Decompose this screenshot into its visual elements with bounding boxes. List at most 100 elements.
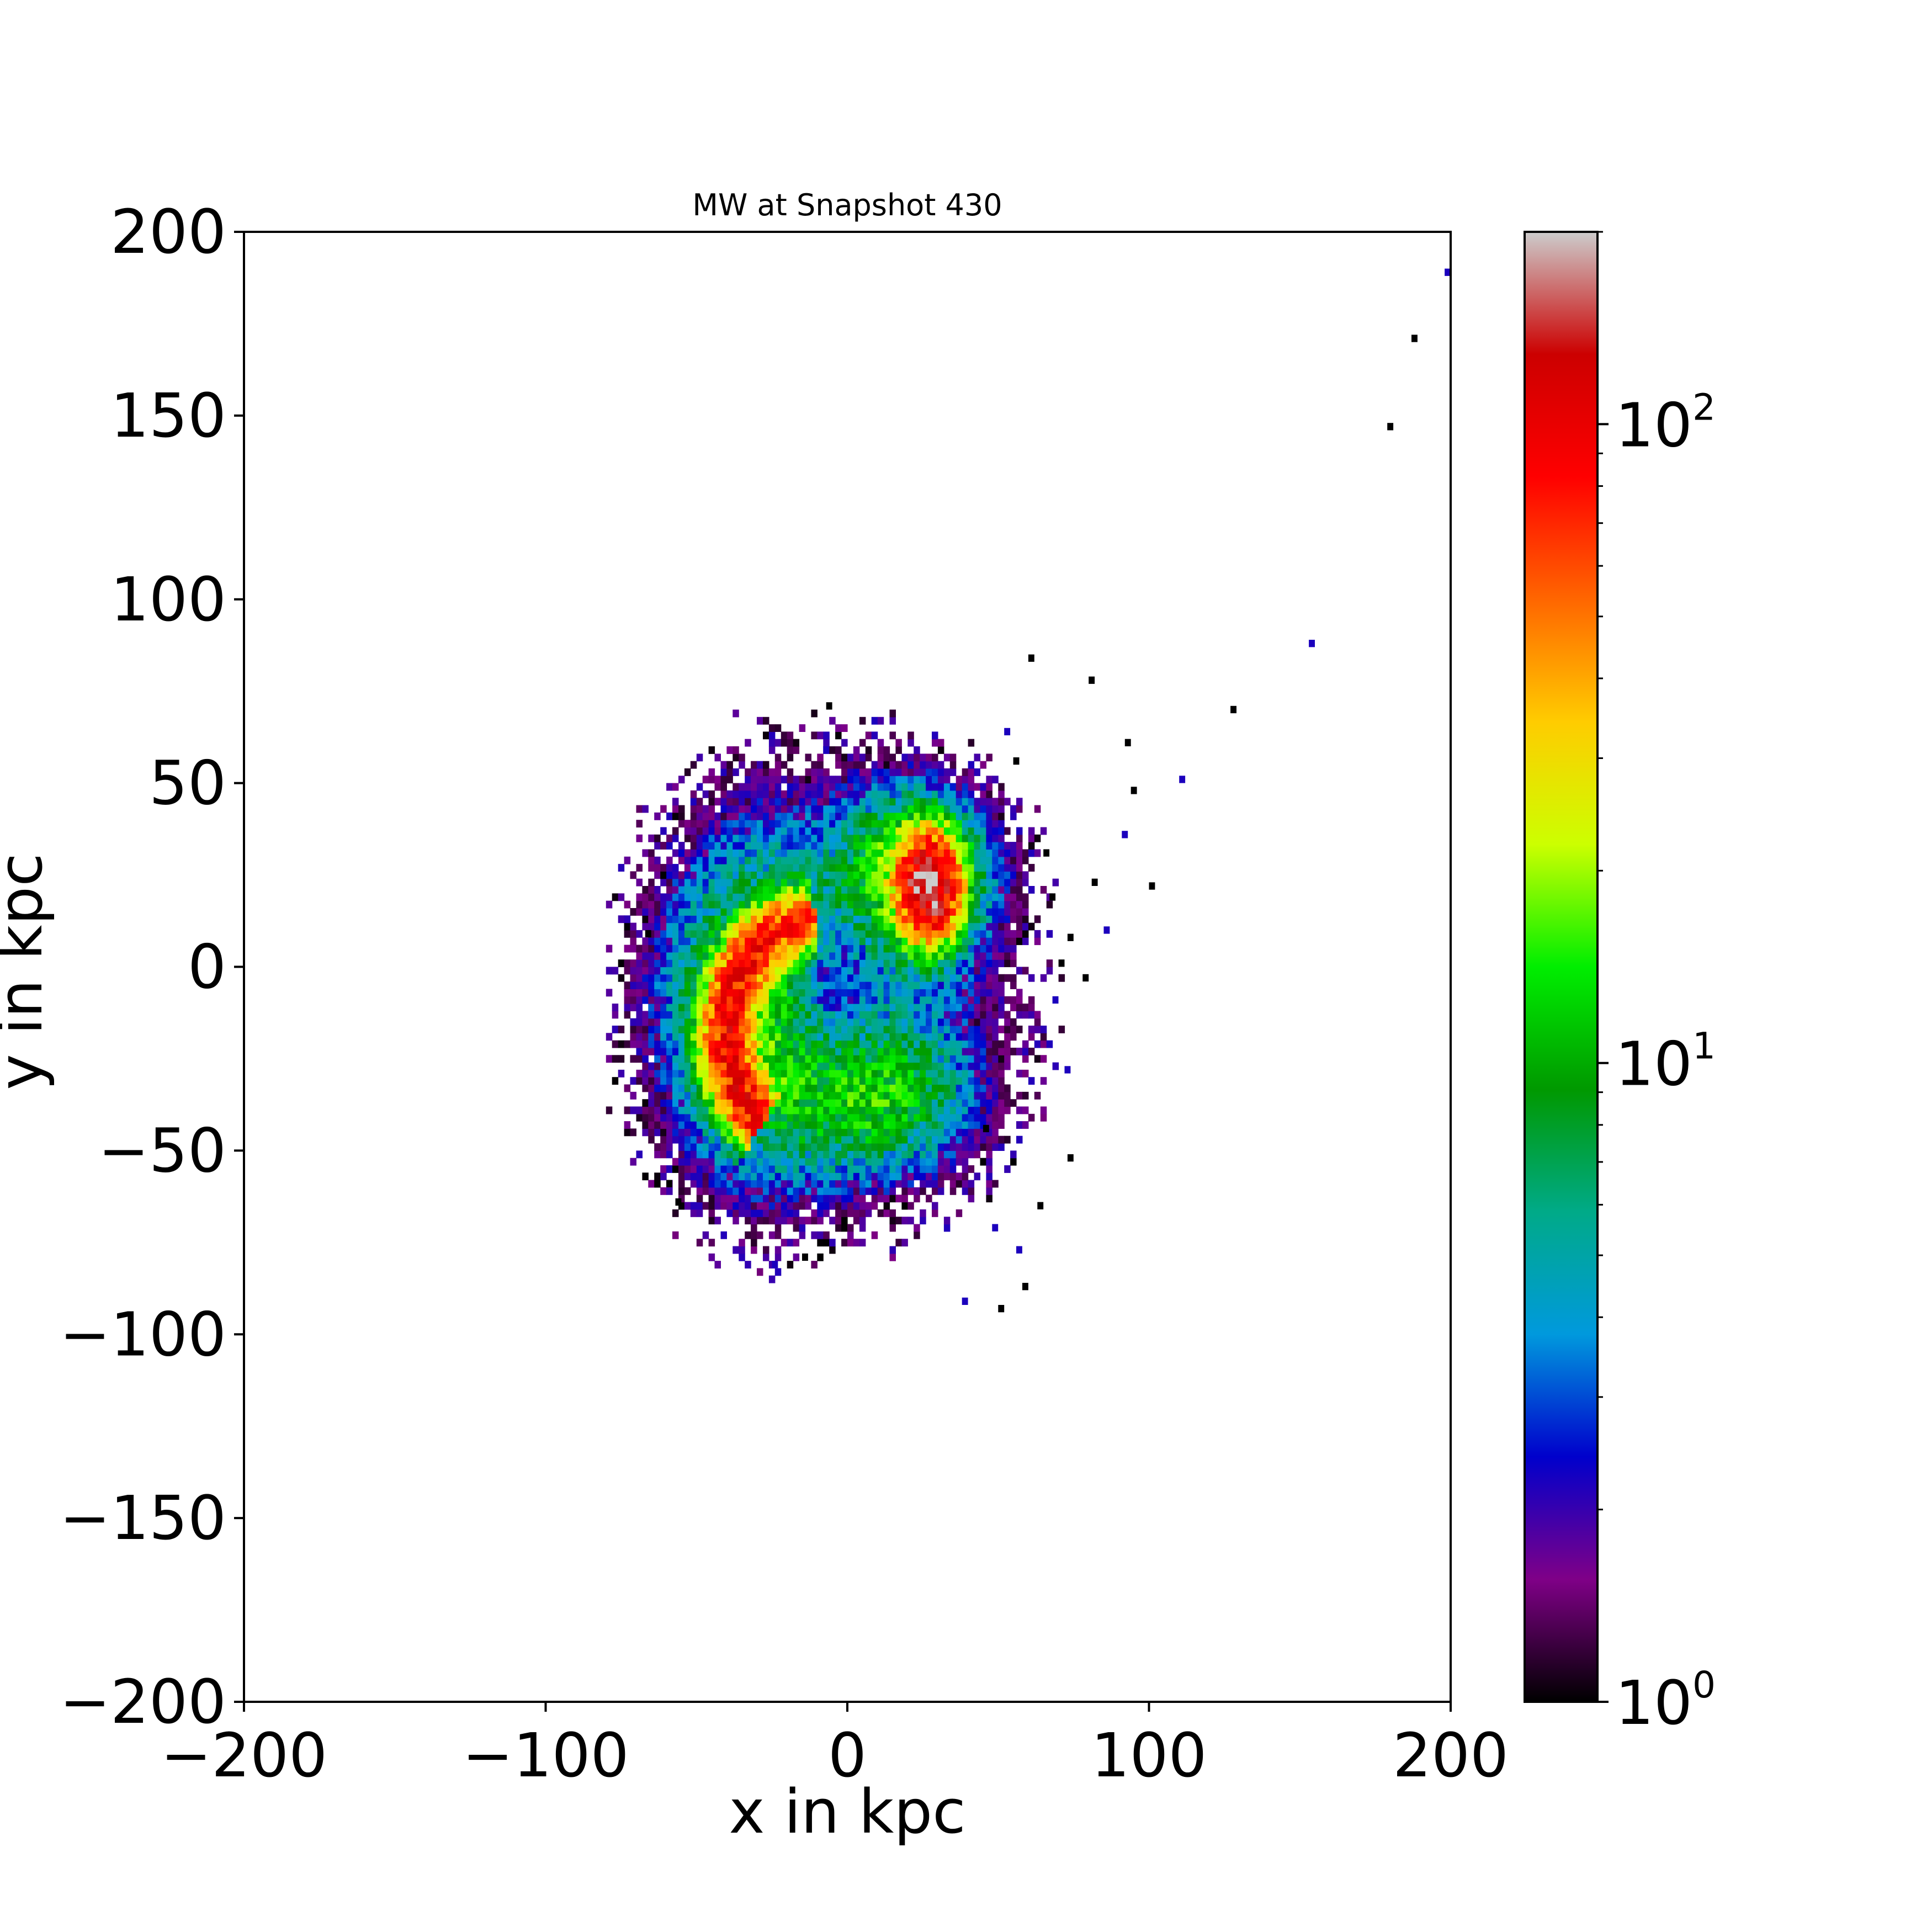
heatmap-cell [720, 1128, 727, 1137]
heatmap-cell [901, 967, 908, 975]
heatmap-cell [877, 805, 884, 813]
heatmap-cell [883, 1195, 890, 1203]
heatmap-cell [630, 959, 636, 968]
heatmap-cell [974, 842, 980, 850]
heatmap-cell [751, 1040, 757, 1048]
heatmap-cell [932, 820, 938, 828]
heatmap-cell [871, 834, 878, 842]
heatmap-cell [937, 739, 944, 747]
heatmap-cell [986, 1077, 992, 1085]
heatmap-cell [907, 1187, 914, 1195]
heatmap-cell [763, 944, 769, 953]
heatmap-cell [702, 1187, 709, 1195]
heatmap-cell [793, 820, 800, 828]
heatmap-cell [992, 871, 999, 879]
heatmap-cell [914, 1106, 920, 1114]
heatmap-cell [636, 1048, 643, 1055]
heatmap-cell [702, 900, 709, 909]
heatmap-cell [745, 1180, 751, 1188]
heatmap-cell [835, 1187, 842, 1195]
heatmap-cell [865, 967, 872, 975]
heatmap-cell [829, 930, 836, 938]
heatmap-cell [859, 776, 866, 784]
heatmap-cell [871, 1055, 878, 1063]
heatmap-cell [751, 1099, 757, 1107]
heatmap-cell [823, 908, 830, 916]
heatmap-cell [793, 746, 800, 754]
heatmap-cell [835, 1180, 842, 1188]
heatmap-cell [702, 974, 709, 982]
heatmap-cell [763, 1158, 769, 1166]
heatmap-cell [720, 1040, 727, 1048]
heatmap-cell [949, 1084, 957, 1092]
heatmap-cell [751, 871, 757, 879]
heatmap-cell [871, 1180, 878, 1188]
heatmap-cell [956, 812, 963, 820]
heatmap-cell [714, 1180, 721, 1188]
heatmap-cell [907, 1062, 914, 1070]
heatmap-cell [920, 1113, 926, 1122]
heatmap-cell [853, 1033, 860, 1041]
heatmap-cell [774, 981, 782, 989]
heatmap-cell [714, 1113, 721, 1122]
heatmap-cell [1022, 967, 1029, 975]
heatmap-cell [920, 1026, 926, 1033]
heatmap-cell [811, 731, 818, 740]
heatmap-cell [678, 981, 685, 989]
heatmap-cell [733, 856, 739, 864]
heatmap-cell [678, 1062, 685, 1070]
heatmap-cell [853, 864, 860, 872]
heatmap-cell [793, 1143, 800, 1151]
heatmap-cell [968, 1069, 975, 1078]
heatmap-cell [714, 812, 721, 820]
heatmap-cell [943, 1099, 951, 1107]
heatmap-cell [901, 805, 908, 813]
heatmap-cell [642, 1121, 649, 1129]
heatmap-cell [841, 761, 848, 769]
heatmap-cell [986, 915, 992, 923]
heatmap-cell [768, 915, 776, 923]
heatmap-cell [847, 981, 854, 989]
heatmap-cell [817, 812, 824, 820]
outlier-cell [1016, 1246, 1022, 1254]
heatmap-cell [768, 1004, 776, 1011]
heatmap-cell [895, 981, 902, 989]
heatmap-cell [956, 959, 963, 968]
heatmap-cell [877, 1150, 884, 1159]
heatmap-cell [781, 1135, 788, 1144]
heatmap-cell [720, 1121, 727, 1129]
heatmap-cell [992, 967, 999, 975]
heatmap-cell [690, 1084, 697, 1092]
heatmap-cell [949, 878, 957, 887]
heatmap-cell [956, 798, 963, 806]
heatmap-cell [739, 1040, 745, 1048]
heatmap-cell [666, 1150, 673, 1159]
heatmap-cell [877, 1165, 884, 1173]
heatmap-cell [763, 849, 769, 857]
heatmap-cell [745, 798, 751, 806]
heatmap-cell [768, 1026, 776, 1033]
heatmap-cell [714, 886, 721, 894]
heatmap-cell [757, 1033, 763, 1041]
heatmap-cell [835, 1172, 842, 1181]
heatmap-cell [787, 1113, 794, 1122]
heatmap-cell [883, 849, 890, 857]
heatmap-cell [751, 820, 757, 828]
heatmap-cell [726, 1180, 733, 1188]
heatmap-cell [642, 805, 649, 813]
heatmap-cell [757, 1180, 763, 1188]
heatmap-cell [751, 959, 757, 968]
heatmap-cell [937, 864, 944, 872]
heatmap-cell [907, 900, 914, 909]
heatmap-cell [739, 893, 745, 901]
heatmap-cell [883, 768, 890, 776]
heatmap-cell [696, 974, 703, 982]
heatmap-cell [859, 937, 866, 946]
heatmap-cell [937, 842, 944, 850]
heatmap-cell [678, 1187, 685, 1195]
heatmap-cell [859, 812, 866, 820]
heatmap-cell [926, 900, 932, 909]
heatmap-cell [1046, 959, 1053, 968]
heatmap-cell [859, 798, 866, 806]
heatmap-cell [757, 849, 763, 857]
